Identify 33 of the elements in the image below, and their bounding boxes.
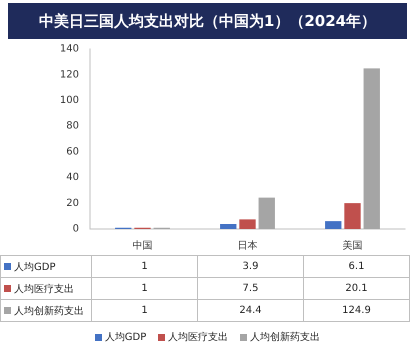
text: 人均GDP: [104, 332, 146, 343]
y-tick-label: 140: [60, 44, 79, 55]
data-label: 124.9: [304, 300, 410, 322]
y-tick-label: 40: [66, 172, 79, 184]
data-label: 3.9: [198, 256, 304, 278]
legend-label: 人均创新药支出: [250, 330, 320, 344]
y-tick-label: 100: [60, 95, 79, 106]
text: 人均医疗支出: [168, 332, 228, 343]
bar: [258, 198, 275, 229]
bar: [344, 203, 361, 229]
data-label: 1: [92, 300, 198, 322]
legend-label: 人均GDP: [14, 262, 56, 272]
chart-title: 中美日三国人均支出对比（中国为1）（2024年）: [8, 3, 407, 39]
x-tick-label: 日本: [238, 240, 258, 252]
data-label: 20.1: [304, 278, 410, 300]
y-tick-label: 20: [66, 198, 79, 209]
y-tick-label: 80: [66, 120, 79, 132]
data-label: 1: [92, 256, 198, 278]
bar: [325, 221, 342, 229]
x-tick-label: 中国: [132, 240, 152, 252]
y-tick-label: 0: [72, 224, 79, 235]
data-label: 6.1: [304, 256, 410, 278]
legend-label: 人均医疗支出: [14, 284, 74, 294]
data-label: 1: [92, 278, 198, 300]
data-label: 7.5: [198, 278, 304, 300]
bar: [239, 219, 256, 229]
data-label: 24.4: [198, 300, 304, 322]
x-tick-label: 美国: [342, 240, 362, 252]
text: 人均创新药支出: [14, 306, 84, 316]
bar: [364, 68, 380, 229]
y-tick-label: 120: [60, 69, 79, 80]
y-tick-label: 60: [66, 146, 79, 158]
bar: [220, 224, 236, 229]
